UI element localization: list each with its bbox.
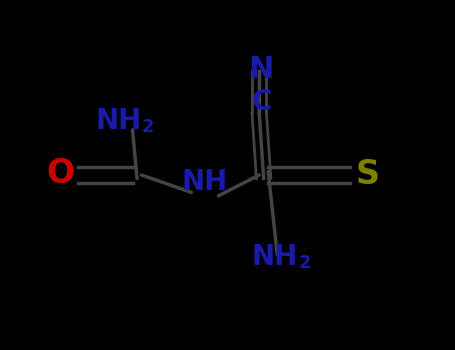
Text: 2: 2	[142, 118, 155, 136]
Text: O: O	[46, 157, 74, 190]
Text: NH: NH	[252, 243, 298, 271]
Text: NH: NH	[182, 168, 228, 196]
Text: 2: 2	[299, 253, 312, 272]
Text: S: S	[356, 159, 379, 191]
Text: C: C	[251, 88, 272, 116]
Text: N: N	[249, 55, 274, 84]
Text: NH: NH	[96, 107, 142, 135]
